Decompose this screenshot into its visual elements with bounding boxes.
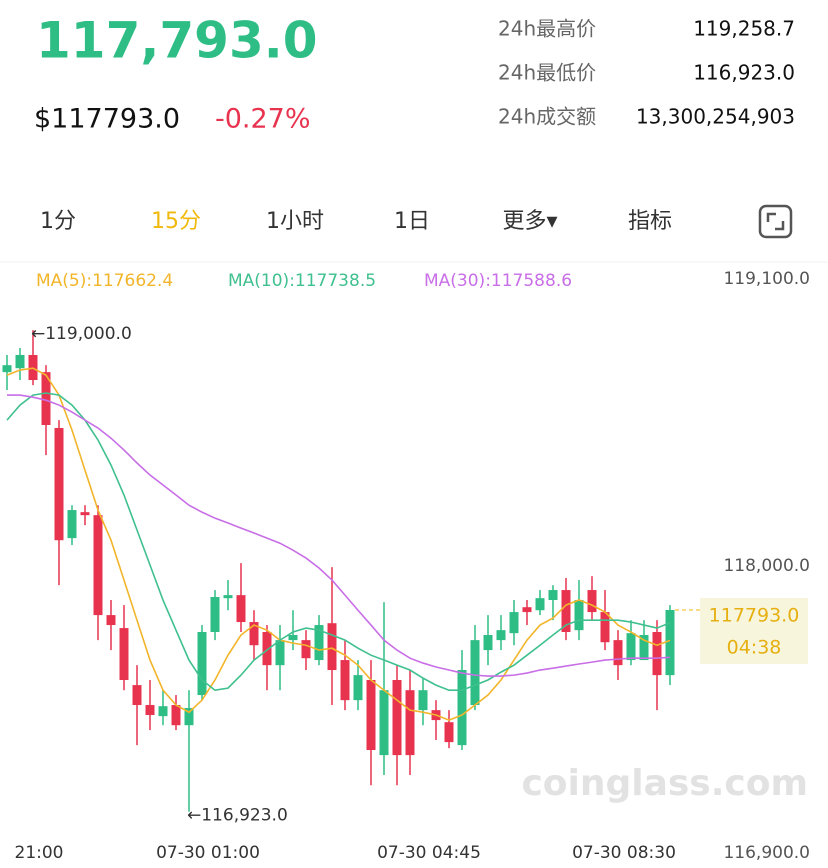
candle-body (2, 365, 12, 373)
candle-body (171, 705, 181, 726)
candle-body (236, 595, 246, 623)
candle-body (353, 675, 363, 701)
candle-body (249, 622, 259, 646)
extreme-label: ←116,923.0 (187, 806, 288, 826)
tab[interactable]: 更多▾ (502, 209, 557, 234)
last-price-label: 117793.0 (709, 604, 800, 626)
candle-body (366, 679, 376, 751)
stat-label: 24h最高价 (498, 17, 596, 41)
candle-body (119, 628, 129, 680)
candle-body (223, 595, 233, 599)
tab[interactable]: 15分 (151, 209, 201, 234)
candle-body (41, 372, 51, 425)
stat-label: 24h成交额 (498, 105, 596, 129)
candle-body (561, 590, 571, 633)
y-tick-label: 116,900.0 (723, 843, 810, 863)
last-price-box (700, 597, 808, 664)
usd-price: $117793.0 (34, 104, 180, 135)
candle-body (132, 685, 142, 706)
candle-body (288, 635, 298, 641)
ma-line (6, 367, 671, 721)
candle-body (392, 679, 402, 756)
stat-label: 24h最低价 (498, 61, 596, 85)
candle-body (470, 640, 480, 706)
candle-body (15, 354, 25, 369)
candle-body (665, 609, 675, 676)
legend-entry: MA(10):117738.5 (228, 271, 376, 291)
tab[interactable]: 1分 (40, 209, 76, 234)
candle-body (197, 632, 207, 696)
candle-body (522, 607, 532, 613)
candle-body (613, 640, 623, 666)
candle-body (54, 428, 64, 541)
ma-line (6, 392, 671, 692)
candle-body (574, 600, 584, 631)
stat-value: 119,258.7 (693, 17, 795, 41)
candle-body (418, 690, 428, 711)
ma-line (7, 394, 671, 677)
x-tick-label: 07-30 04:45 (377, 843, 481, 863)
tab[interactable]: 1日 (394, 209, 430, 234)
candle-body (80, 512, 90, 516)
change: -0.27% (215, 104, 311, 135)
candle-body (444, 722, 454, 743)
candle-body (509, 612, 519, 634)
candle-body (548, 590, 558, 601)
x-tick-label: 07-30 01:00 (156, 843, 260, 863)
price: 117,793.0 (36, 12, 318, 70)
fullscreen-icon[interactable] (758, 204, 793, 239)
candle-body (67, 510, 77, 539)
candle-body (379, 690, 389, 756)
candle-body (405, 690, 415, 756)
candle-body (210, 597, 220, 633)
candle-body (483, 635, 493, 651)
x-tick-label: 07-30 08:30 (572, 843, 676, 863)
stat-value: 116,923.0 (693, 61, 795, 85)
candle-body (652, 632, 662, 676)
tab[interactable]: 指标 (628, 209, 672, 234)
candle-body (639, 635, 649, 661)
candle-body (340, 660, 350, 701)
candle-body (262, 632, 272, 666)
legend-entry: MA(30):117588.6 (424, 271, 572, 291)
candle-body (145, 705, 155, 715)
candle-body (158, 706, 168, 717)
candle-body (457, 670, 467, 746)
candle-body (275, 640, 285, 666)
stat-value: 13,300,254,903 (636, 105, 795, 129)
y-tick-label: 119,100.0 (723, 269, 810, 289)
candle-body (496, 630, 506, 641)
candle-body (106, 615, 116, 626)
legend-entry: MA(5):117662.4 (36, 271, 173, 291)
candle-body (535, 598, 545, 611)
y-tick-label: 118,000.0 (723, 556, 810, 576)
candle-body (184, 708, 194, 726)
candle-body (587, 590, 597, 613)
x-tick-label: 21:00 (15, 843, 64, 863)
candle-body (93, 515, 103, 616)
candle-body (327, 623, 337, 671)
extreme-label: ←119,000.0 (31, 324, 132, 344)
candle-body (626, 633, 636, 661)
tab[interactable]: 1小时 (266, 209, 324, 234)
countdown: 04:38 (727, 636, 782, 658)
candle-body (600, 612, 610, 643)
candle-body (301, 640, 311, 659)
candle-body (314, 625, 324, 661)
watermark: coinglass.com (521, 763, 808, 804)
